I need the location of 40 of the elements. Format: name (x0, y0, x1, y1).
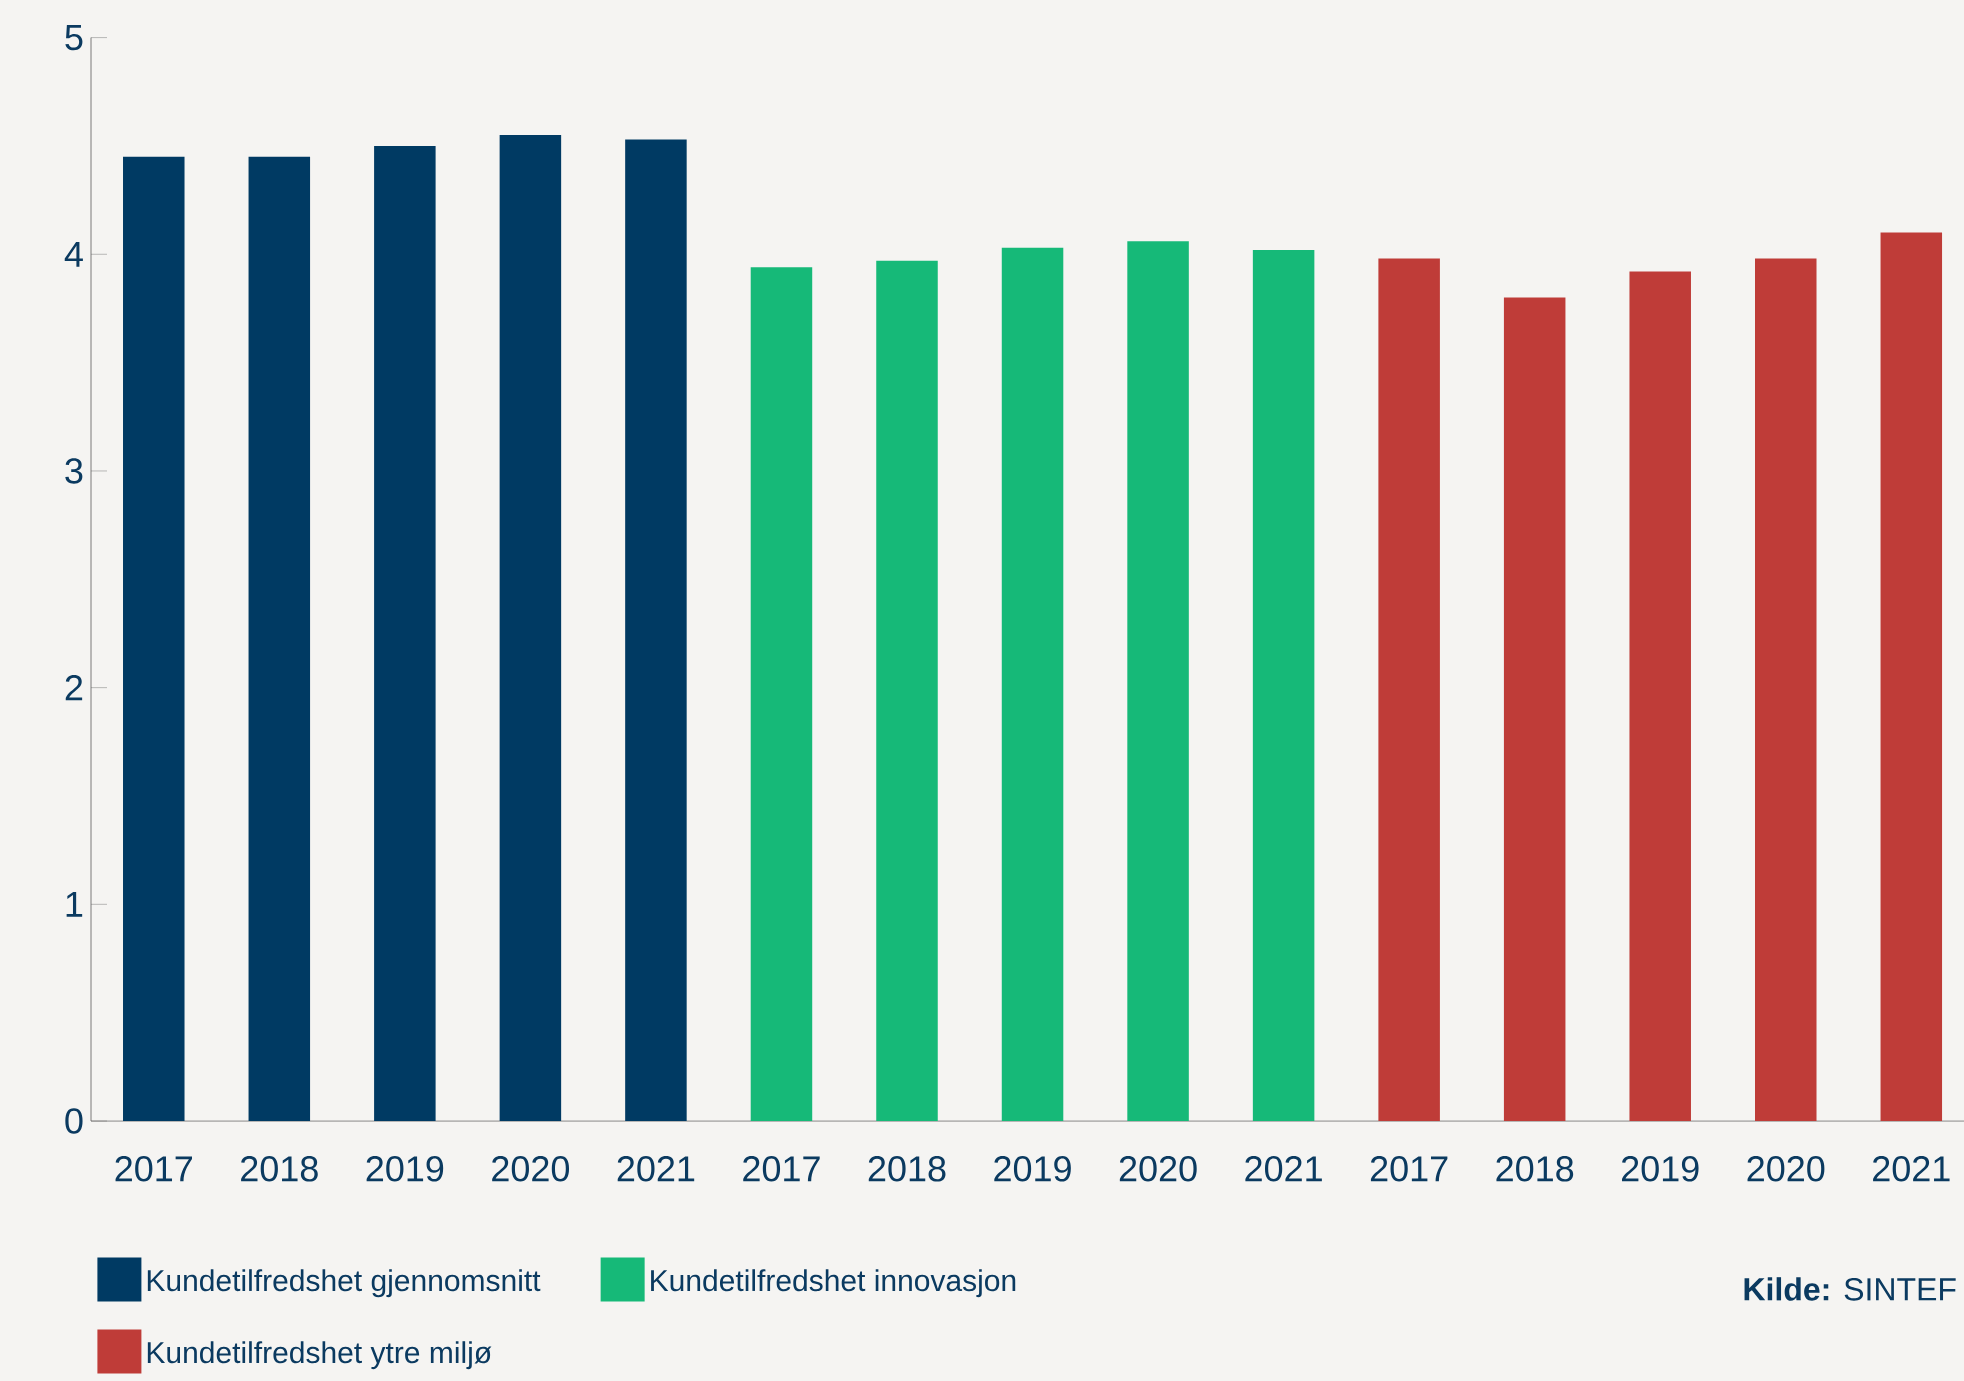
legend-label: Kundetilfredshet innovasjon (651, 1269, 1016, 1298)
x-tick-label: 2018 (868, 1156, 946, 1182)
bar (750, 267, 813, 1121)
bar (499, 135, 562, 1121)
x-tick-label: 2020 (1747, 1156, 1825, 1182)
x-tick-label: 2019 (366, 1156, 444, 1182)
y-tick-label: 0 (65, 1108, 83, 1134)
x-tick-label: 2021 (1873, 1156, 1950, 1182)
x-tick-label: 2019 (994, 1156, 1071, 1182)
y-tick-label: 2 (65, 675, 83, 701)
y-tick-label: 1 (66, 891, 83, 917)
bar (123, 156, 185, 1121)
bar (248, 156, 311, 1121)
bar (876, 260, 938, 1121)
bar (1001, 247, 1064, 1121)
y-tick-label: 4 (64, 241, 83, 267)
x-tick-label: 2020 (1119, 1156, 1197, 1182)
legend-label: Kundetilfredshet ytre miljø (147, 1341, 492, 1370)
bar (625, 139, 687, 1121)
bar (1629, 271, 1691, 1121)
legend-label: Kundetilfredshet gjennomsnitt (147, 1269, 541, 1298)
y-tick-label: 5 (65, 25, 83, 51)
x-tick-label: 2017 (1370, 1156, 1448, 1182)
bar (1880, 232, 1943, 1121)
x-tick-label: 2019 (1622, 1156, 1699, 1182)
y-tick-label: 3 (65, 458, 83, 484)
bar (1127, 241, 1189, 1121)
x-tick-label: 2018 (241, 1156, 318, 1182)
x-tick-label: 2020 (492, 1156, 570, 1182)
bar (1755, 258, 1817, 1121)
bar (1503, 297, 1566, 1121)
x-tick-label: 2021 (1245, 1156, 1322, 1182)
bar (1378, 258, 1440, 1121)
x-tick-label: 2017 (743, 1156, 820, 1182)
bar (374, 145, 436, 1121)
text: Kilde: SINTEF (1744, 1277, 1956, 1301)
x-tick-label: 2017 (115, 1156, 192, 1182)
x-tick-label: 2018 (1496, 1156, 1574, 1182)
x-tick-label: 2021 (617, 1156, 695, 1182)
bar (1252, 249, 1315, 1121)
